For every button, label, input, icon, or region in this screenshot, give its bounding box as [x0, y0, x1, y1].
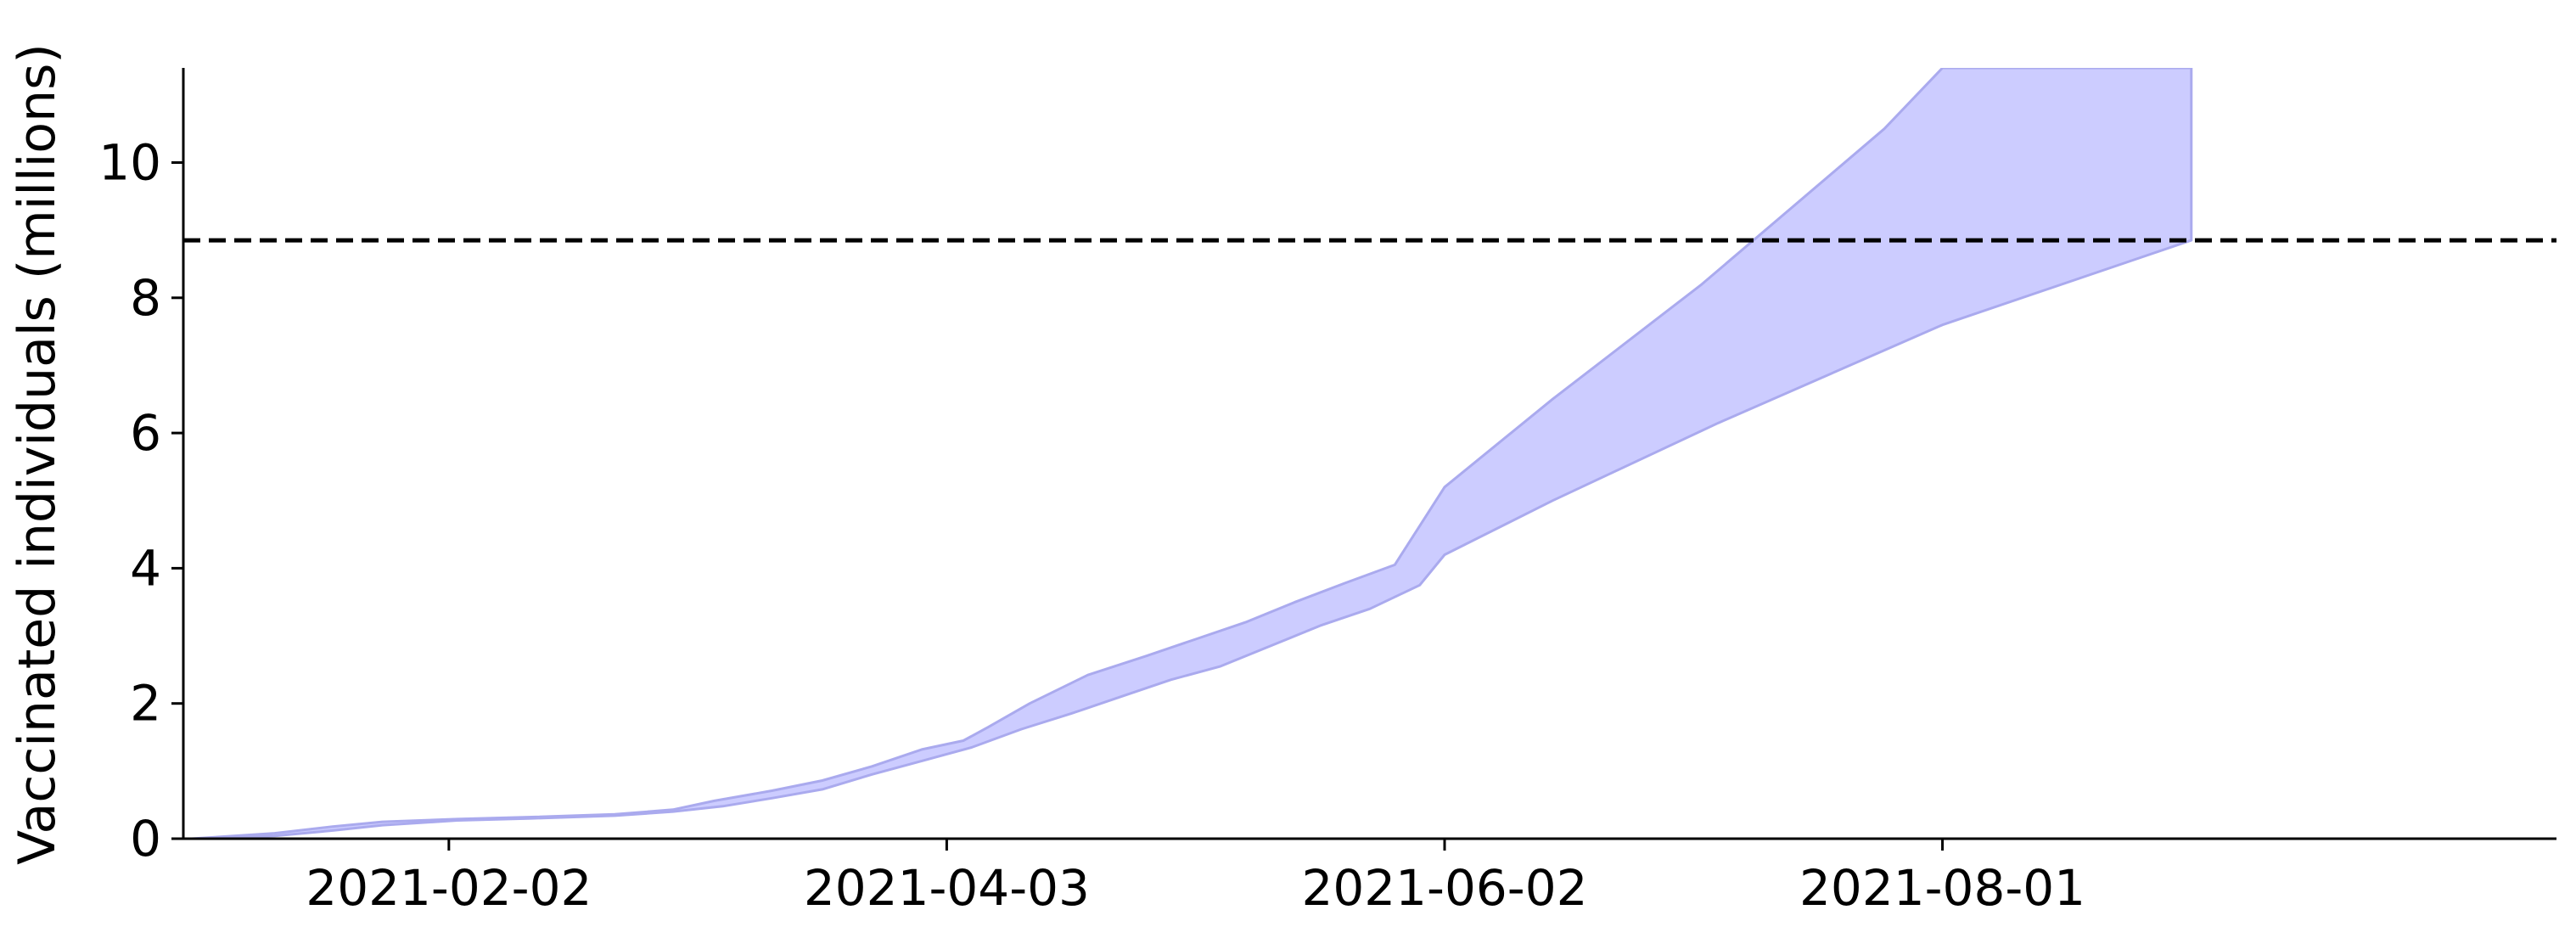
- y-tick-label: 4: [130, 539, 161, 597]
- y-tick-label: 6: [130, 404, 161, 462]
- y-tick-label: 0: [130, 810, 161, 868]
- y-tick-label: 10: [98, 134, 161, 192]
- vaccinated-range-band: [190, 68, 2193, 839]
- x-tick-label: 2021-08-01: [1799, 859, 2085, 917]
- plot-area: [183, 68, 2556, 839]
- x-tick-label: 2021-06-02: [1301, 859, 1587, 917]
- y-tick-label: 8: [130, 269, 161, 327]
- x-tick-label: 2021-02-02: [306, 859, 592, 917]
- x-tick-label: 2021-04-03: [804, 859, 1090, 917]
- y-axis-title: Vaccinated individuals (millions): [8, 43, 67, 865]
- tick-labels: 0 2 4 6 8 10 2021-02-02 2021-04-03 2021-06-02 202…: [98, 134, 2085, 917]
- axes: [171, 68, 2556, 851]
- y-tick-label: 2: [130, 675, 161, 733]
